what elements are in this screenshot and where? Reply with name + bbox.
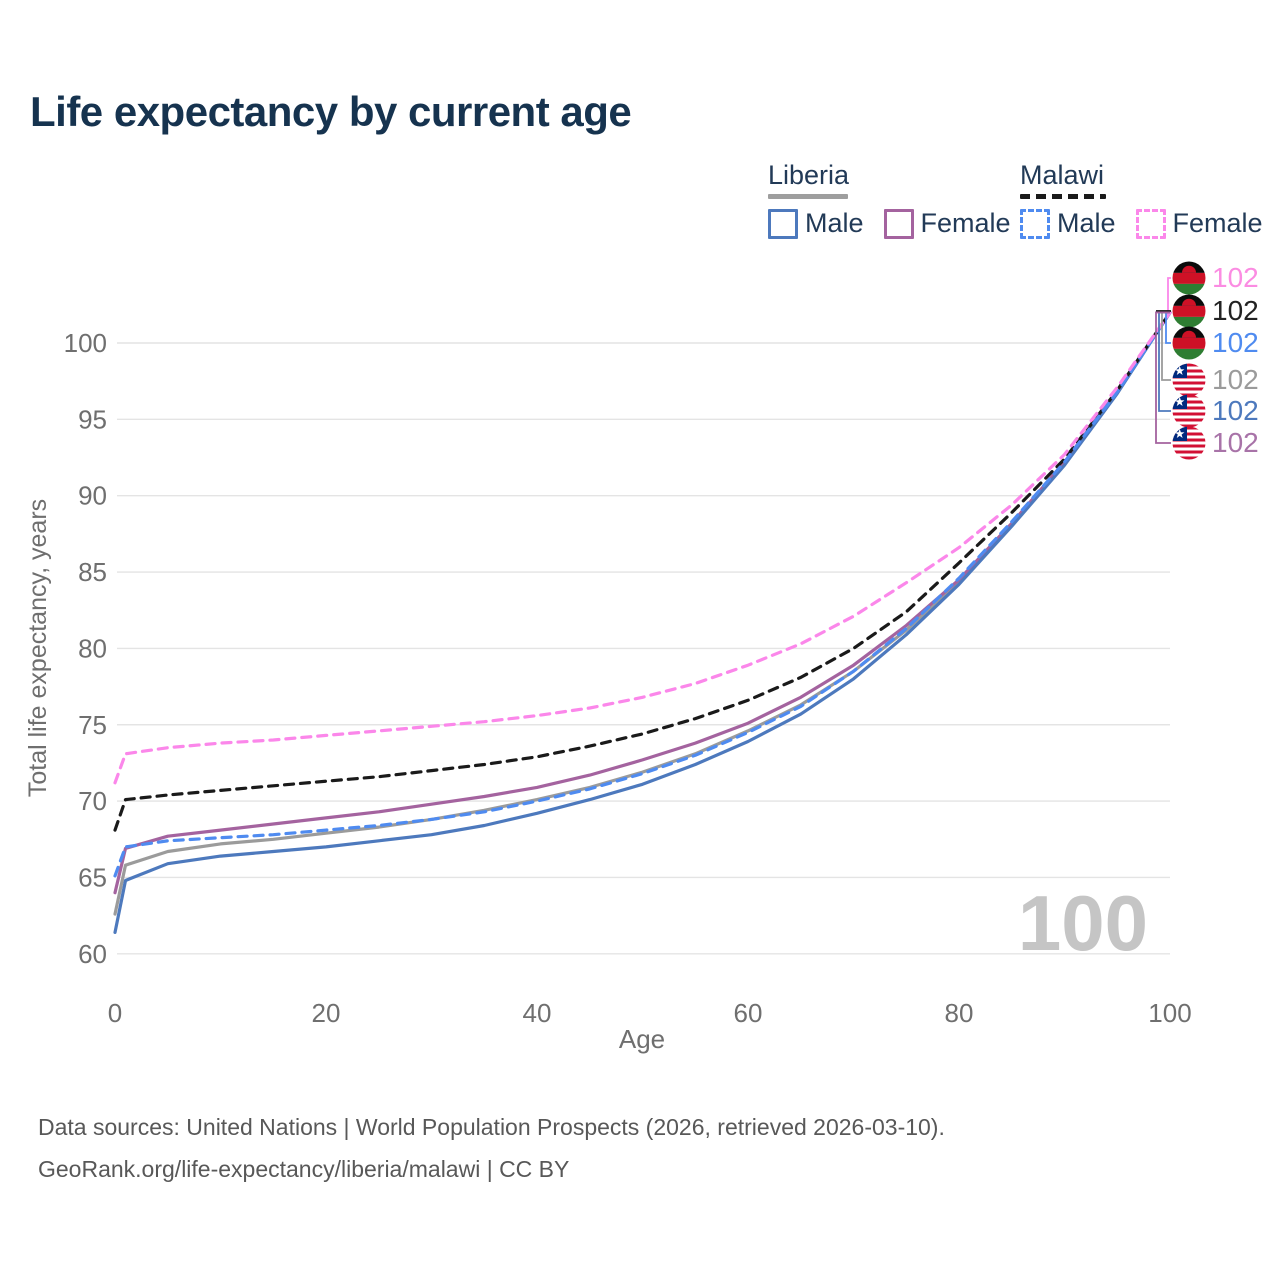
x-tick-label-60: 60	[734, 998, 763, 1028]
end-value-label-liberia-male: 102	[1212, 395, 1259, 426]
chart-line-malawi-female	[113, 310, 1172, 785]
y-tick-label-90: 90	[78, 481, 107, 511]
legend-group-liberia: Liberia Male Female	[768, 160, 1031, 239]
y-tick-label-75: 75	[78, 710, 107, 740]
liberia-female-swatch-icon	[883, 208, 914, 239]
legend: Liberia Male Female Malawi	[0, 160, 1280, 250]
x-tick-label-80: 80	[945, 998, 974, 1028]
legend-country-malawi: Malawi	[1020, 160, 1280, 199]
page-title: Life expectancy by current age	[30, 88, 632, 135]
leader-line-liberia-female	[1155, 311, 1171, 444]
y-tick-label-70: 70	[78, 786, 107, 816]
legend-item-malawi-male[interactable]: Male	[1020, 208, 1116, 239]
y-axis-title: Total life expectancy, years	[24, 499, 52, 797]
life-expectancy-chart: 60 65 70 75 80 85 90 95 100 0 20 40 60 80 100 Age Total …	[24, 261, 1259, 1054]
malawi-dashed-line-swatch	[1020, 194, 1106, 199]
y-tick-label-85: 85	[78, 557, 107, 587]
y-tick-label-60: 60	[78, 939, 107, 969]
data-sources-text: Data sources: United Nations | World Pop…	[38, 1114, 945, 1140]
malawi-flag-icon	[1172, 261, 1206, 295]
legend-group-malawi: Malawi Male Female	[1020, 160, 1280, 239]
malawi-female-swatch-icon	[1135, 208, 1166, 239]
legend-country-liberia: Liberia	[768, 160, 1031, 199]
liberia-flag-icon	[1172, 394, 1206, 428]
end-value-label-malawi-both-sexes: 102	[1212, 295, 1259, 326]
legend-item-label: Male	[805, 208, 864, 238]
x-tick-label-0: 0	[108, 998, 122, 1028]
chart-line-malawi-male	[113, 310, 1172, 878]
y-tick-label-100: 100	[64, 328, 107, 358]
legend-item-liberia-female[interactable]: Female	[883, 208, 1011, 239]
legend-item-label: Male	[1057, 208, 1116, 238]
liberia-flag-icon	[1172, 363, 1206, 397]
end-value-label-liberia-both-sexes: 102	[1212, 364, 1259, 395]
end-value-label-malawi-female: 102	[1212, 262, 1259, 293]
legend-item-label: Female	[1172, 208, 1263, 238]
legend-country-malawi-label: Malawi	[1020, 160, 1105, 190]
legend-item-liberia-male[interactable]: Male	[768, 208, 864, 239]
x-tick-label-100: 100	[1148, 998, 1191, 1028]
malawi-male-swatch-icon	[1020, 208, 1050, 239]
x-axis-title: Age	[619, 1024, 665, 1054]
chart-footer: Data sources: United Nations | World Pop…	[38, 1106, 945, 1190]
liberia-male-swatch-icon	[768, 208, 798, 239]
leader-line-malawi-female	[1167, 277, 1171, 314]
legend-item-malawi-female[interactable]: Female	[1135, 208, 1263, 239]
malawi-flag-icon	[1172, 326, 1206, 360]
malawi-flag-icon	[1172, 294, 1206, 328]
end-value-label-malawi-male: 102	[1212, 327, 1259, 358]
end-value-label-liberia-female: 102	[1212, 427, 1259, 458]
x-tick-label-40: 40	[523, 998, 552, 1028]
y-tick-label-80: 80	[78, 633, 107, 663]
y-tick-label-95: 95	[78, 404, 107, 434]
age-watermark: 100	[1018, 879, 1148, 967]
liberia-flag-icon	[1172, 426, 1206, 460]
liberia-solid-line-swatch	[768, 194, 848, 199]
chart-line-liberia-female	[113, 310, 1172, 895]
y-tick-label-65: 65	[78, 862, 107, 892]
attribution-text: GeoRank.org/life-expectancy/liberia/mala…	[38, 1156, 570, 1182]
legend-country-liberia-label: Liberia	[768, 160, 850, 190]
legend-item-label: Female	[920, 208, 1011, 238]
chart-line-malawi-both-sexes	[113, 310, 1172, 832]
chart-line-liberia-male	[113, 310, 1172, 935]
x-tick-label-20: 20	[312, 998, 341, 1028]
